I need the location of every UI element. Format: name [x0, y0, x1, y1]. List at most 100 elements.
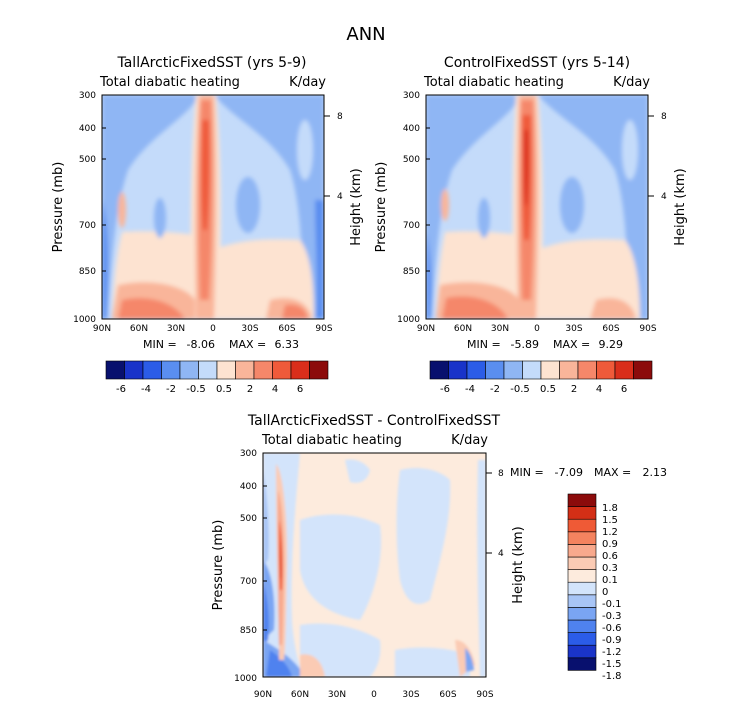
- colorbar-swatch: [142, 360, 162, 380]
- colorbar-label: 0.9: [602, 539, 618, 550]
- y-axis-label: Pressure (mb): [211, 520, 226, 611]
- y-tick-label: 1000: [397, 315, 420, 325]
- height-tick-label: 4: [337, 192, 343, 202]
- colorbar-swatch: [567, 594, 597, 608]
- max-label: MAX =: [553, 338, 590, 351]
- y-tick-label: 300: [403, 91, 420, 101]
- colorbar-label: 0.6: [602, 551, 618, 562]
- x-tick-label: 60S: [439, 690, 456, 700]
- y-tick-label: 850: [79, 267, 96, 277]
- panel-tallarctic: TallArcticFixedSST (yrs 5-9) Total diaba…: [51, 55, 364, 395]
- y-tick-label: 400: [240, 482, 257, 492]
- y-tick-label: 700: [240, 577, 257, 587]
- max-label: MAX =: [594, 466, 631, 479]
- panel-title: TallArcticFixedSST (yrs 5-9): [116, 55, 306, 71]
- colorbar: [567, 493, 597, 671]
- colorbar-swatch: [614, 360, 634, 380]
- y-axis-ticks: 300 400 500 700 850 1000: [73, 91, 96, 325]
- colorbar-swatch: [272, 360, 292, 380]
- heatmap-field: [263, 453, 486, 677]
- x-tick-label: 30N: [328, 690, 346, 700]
- y-tick-label: 500: [79, 155, 96, 165]
- colorbar-label: 1.8: [602, 503, 618, 514]
- colorbar-swatch: [559, 360, 579, 380]
- x-tick-label: 0: [210, 324, 216, 334]
- colorbar-swatch: [567, 644, 597, 659]
- y-tick-label: 1000: [73, 315, 96, 325]
- x-tick-label: 30N: [491, 324, 509, 334]
- colorbar-label: -0.6: [602, 623, 622, 634]
- x-tick-label: 60S: [602, 324, 619, 334]
- colorbar-label: 6: [297, 384, 303, 395]
- y-tick-label: 500: [240, 514, 257, 524]
- x-tick-label: 30N: [167, 324, 185, 334]
- colorbar-swatch: [633, 360, 653, 380]
- colorbar-swatch: [235, 360, 255, 380]
- y-axis-label: Pressure (mb): [374, 162, 389, 253]
- colorbar-swatch: [522, 360, 542, 380]
- panel-units: K/day: [289, 75, 326, 90]
- x-axis-ticks: 90N 60N 30N 0 30S 60S 90S: [93, 324, 333, 334]
- colorbar: [105, 360, 329, 380]
- y-axis-label-right: Height (km): [349, 168, 364, 245]
- x-axis-ticks: 90N 60N 30N 0 30S 60S 90S: [254, 690, 494, 700]
- heatmap-field: [102, 95, 324, 319]
- colorbar-swatch: [567, 569, 597, 583]
- min-label: MIN =: [467, 338, 501, 351]
- min-label: MIN =: [143, 338, 177, 351]
- panel-subtitle: Total diabatic heating: [261, 433, 402, 448]
- x-tick-label: 90S: [639, 324, 656, 334]
- height-tick-label: 4: [661, 192, 667, 202]
- min-value: -5.89: [511, 338, 539, 351]
- max-value: 6.33: [275, 338, 300, 351]
- panel-units: K/day: [451, 433, 488, 448]
- colorbar-swatch: [161, 360, 181, 380]
- colorbar-swatch: [567, 619, 597, 633]
- colorbar-swatch: [309, 360, 329, 380]
- y-tick-label: 850: [403, 267, 420, 277]
- x-tick-label: 0: [371, 690, 377, 700]
- colorbar-label: 4: [596, 384, 602, 395]
- colorbar-swatch: [567, 531, 597, 545]
- colorbar-swatch: [596, 360, 616, 380]
- colorbar-swatch: [253, 360, 273, 380]
- x-tick-label: 30S: [241, 324, 258, 334]
- min-label: MIN =: [510, 466, 544, 479]
- x-tick-label: 30S: [565, 324, 582, 334]
- colorbar-swatch: [503, 360, 523, 380]
- x-tick-label: 90N: [93, 324, 111, 334]
- x-tick-label: 90N: [417, 324, 435, 334]
- colorbar-label: -4: [141, 384, 151, 395]
- x-tick-label: 0: [534, 324, 540, 334]
- y-axis-label-right: Height (km): [511, 526, 526, 603]
- height-tick-label: 8: [498, 469, 504, 479]
- colorbar-swatch: [198, 360, 218, 380]
- panel-control: ControlFixedSST (yrs 5-14) Total diabati…: [374, 55, 688, 395]
- colorbar-swatch: [105, 360, 125, 380]
- max-label: MAX =: [229, 338, 266, 351]
- x-tick-label: 90N: [254, 690, 272, 700]
- panel-title: ControlFixedSST (yrs 5-14): [444, 55, 630, 71]
- colorbar-swatch: [567, 632, 597, 646]
- colorbar-label: 1.2: [602, 527, 618, 538]
- colorbar-label: 2: [247, 384, 253, 395]
- colorbar-label: -2: [490, 384, 500, 395]
- colorbar-label: -0.5: [510, 384, 530, 395]
- colorbar-label: -2: [166, 384, 176, 395]
- panel-title: TallArcticFixedSST - ControlFixedSST: [247, 413, 501, 429]
- colorbar-swatch: [567, 607, 597, 621]
- panel-subtitle: Total diabatic heating: [99, 75, 240, 90]
- colorbar-labels: 1.8 1.5 1.2 0.9 0.6 0.3 0.1 0 -0.1 -0.3 …: [602, 503, 622, 682]
- colorbar-label: 0.5: [216, 384, 232, 395]
- colorbar-label: 0: [602, 587, 608, 598]
- colorbar-label: 0.5: [540, 384, 556, 395]
- max-value: 9.29: [599, 338, 624, 351]
- colorbar-label: -4: [465, 384, 475, 395]
- colorbar-label: -0.3: [602, 611, 622, 622]
- y-axis-label: Pressure (mb): [51, 162, 66, 253]
- x-axis-ticks: 90N 60N 30N 0 30S 60S 90S: [417, 324, 657, 334]
- colorbar-label: -0.9: [602, 635, 622, 646]
- colorbar-label: -6: [116, 384, 126, 395]
- y-tick-label: 700: [79, 221, 96, 231]
